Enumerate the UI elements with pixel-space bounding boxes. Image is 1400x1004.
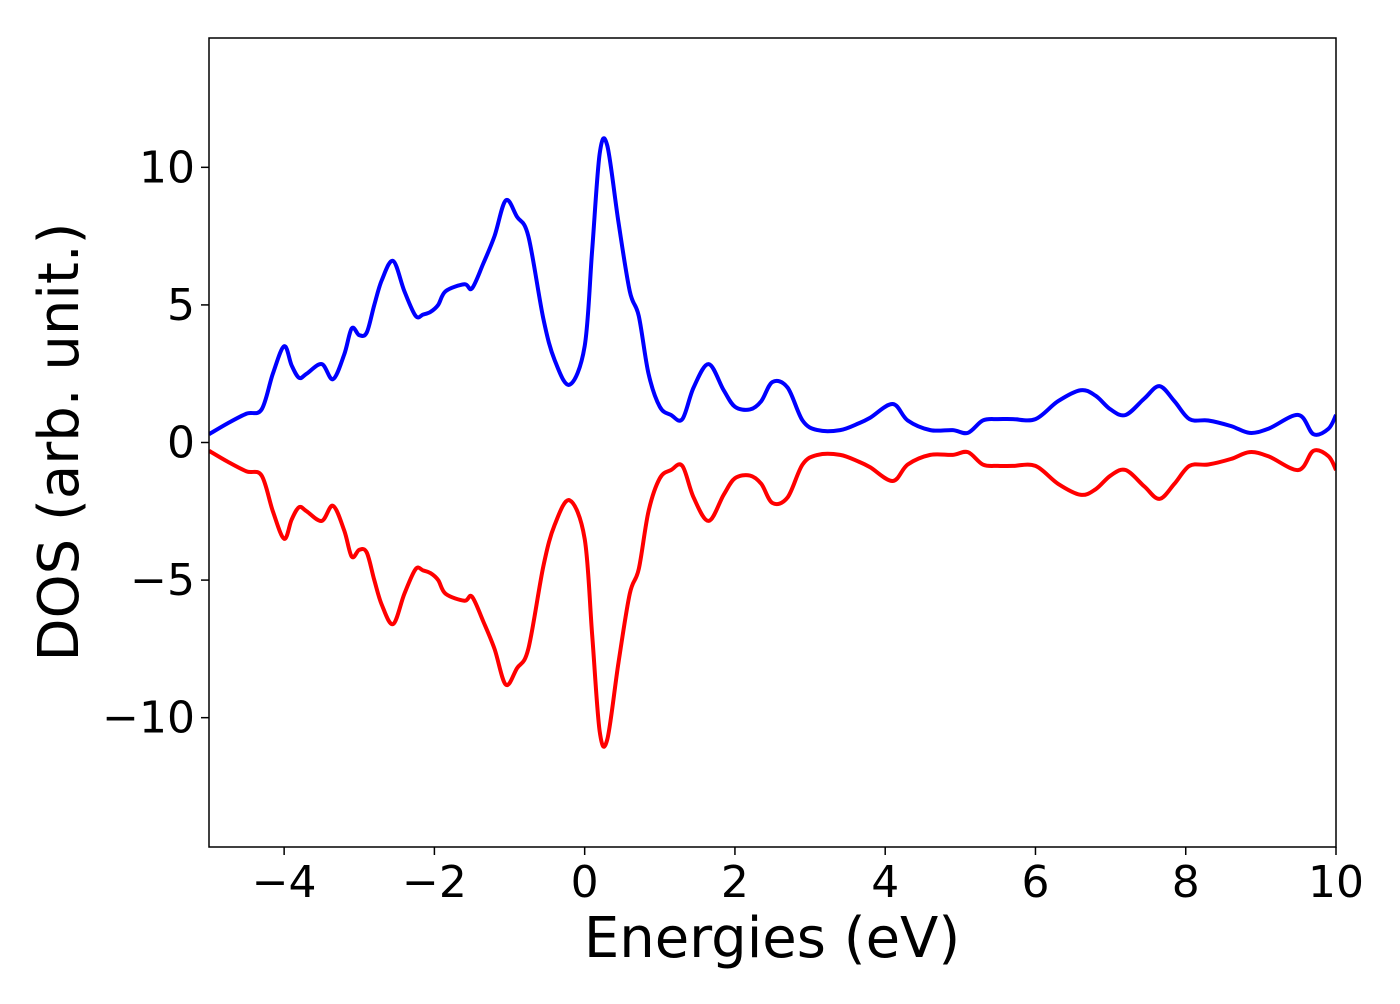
x-tick-label: 6: [1021, 857, 1049, 908]
y-tick-label: 5: [167, 280, 195, 331]
series-layer: [209, 136, 1336, 749]
x-tick-label: −2: [402, 857, 467, 908]
y-tick-label: 0: [167, 418, 195, 469]
x-axis-ticks: −4 −2 0 2 4 6 8 10: [252, 847, 1364, 908]
x-tick-label: 8: [1172, 857, 1200, 908]
x-axis-title: Energies (eV): [584, 906, 960, 971]
x-tick-label: 2: [721, 857, 749, 908]
series-line-1: [209, 136, 1336, 437]
x-tick-label: 10: [1308, 857, 1364, 908]
y-axis-ticks: −10 −5 0 5 10: [102, 142, 209, 744]
y-tick-label: 10: [139, 142, 195, 193]
series-line-2: [209, 448, 1336, 749]
plot-frame: [208, 37, 1337, 848]
x-tick-label: 4: [871, 857, 899, 908]
x-tick-label: 0: [571, 857, 599, 908]
y-axis-title: DOS (arb. unit.): [27, 222, 92, 661]
y-tick-label: −10: [102, 693, 195, 744]
y-tick-label: −5: [130, 555, 195, 606]
x-tick-label: −4: [252, 857, 317, 908]
